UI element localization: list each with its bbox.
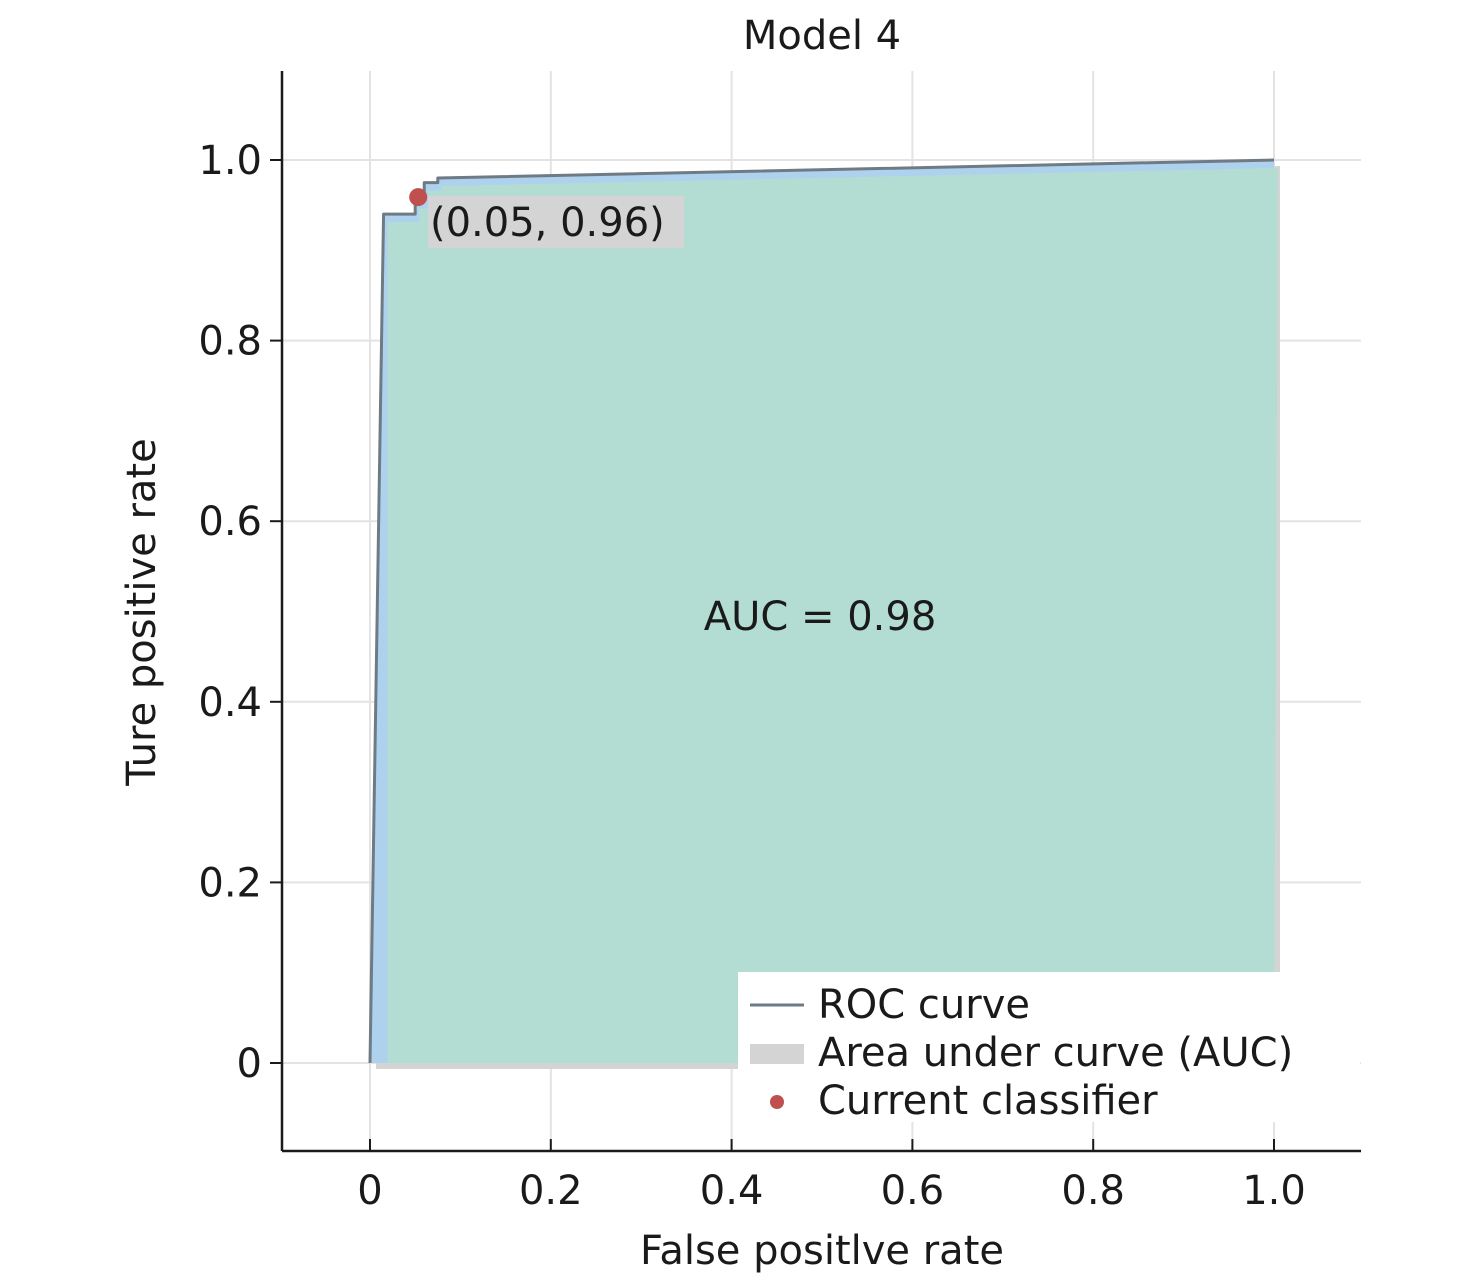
x-tick-label: 0.6 <box>881 1168 945 1214</box>
y-tick-label: 0 <box>237 1041 262 1087</box>
axes <box>280 71 1361 1153</box>
legend-classifier-swatch <box>770 1095 784 1109</box>
legend-auc-label: Area under curve (AUC) <box>818 1030 1293 1076</box>
x-tick-label: 1.0 <box>1242 1168 1306 1214</box>
classifier-point-label: (0.05, 0.96) <box>430 200 665 246</box>
x-tick-label: 0 <box>357 1168 382 1214</box>
chart-title: Model 4 <box>743 13 901 59</box>
y-tick-label: 1.0 <box>198 138 262 184</box>
y-axis-title: Ture positive rate <box>119 438 165 786</box>
x-tick-label: 0.4 <box>700 1168 764 1214</box>
classifier-label-background <box>428 196 684 248</box>
x-ticks: 0 0.2 0.4 0.6 0.8 1.0 <box>357 1139 1306 1214</box>
legend-classifier-label: Current classifier <box>818 1078 1158 1124</box>
auc-annotation: AUC = 0.98 <box>704 594 937 640</box>
classifier-point-layer <box>409 188 428 207</box>
y-tick-label: 0.4 <box>198 680 262 726</box>
legend: ROC curve Area under curve (AUC) Current… <box>738 972 1360 1124</box>
current-classifier-point <box>409 188 428 207</box>
legend-background <box>738 972 1360 1122</box>
y-tick-label: 0.2 <box>198 860 262 906</box>
legend-auc-swatch <box>750 1044 804 1064</box>
x-tick-label: 0.2 <box>519 1168 583 1214</box>
x-tick-label: 0.8 <box>1061 1168 1125 1214</box>
x-axis-title: False positlve rate <box>640 1228 1004 1274</box>
y-tick-label: 0.6 <box>198 499 262 545</box>
auc-area <box>370 160 1280 1069</box>
y-ticks: 0 0.2 0.4 0.6 0.8 1.0 <box>198 138 282 1087</box>
auc-area-fill <box>387 168 1278 1063</box>
legend-roc-label: ROC curve <box>818 982 1030 1028</box>
y-tick-label: 0.8 <box>198 319 262 365</box>
